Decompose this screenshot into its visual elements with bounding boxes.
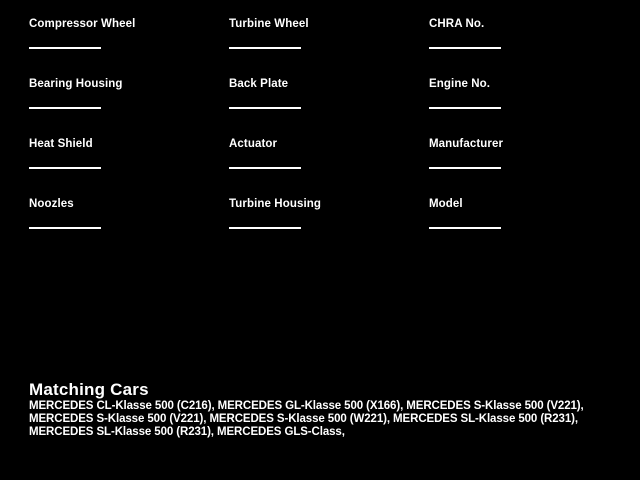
spec-field-turbine-housing[interactable]: Turbine Housing xyxy=(229,192,429,252)
spec-field-label: Heat Shield xyxy=(29,138,93,150)
spec-field-underline xyxy=(429,107,501,109)
spec-field-label: Engine No. xyxy=(429,78,491,90)
matching-cars-line: MERCEDES CL-Klasse 500 (C216), MERCEDES … xyxy=(29,400,584,412)
spec-field-underline xyxy=(29,47,101,49)
spec-field-manufacturer[interactable]: Manufacturer xyxy=(429,132,629,192)
spec-field-model[interactable]: Model xyxy=(429,192,629,252)
spec-field-engine-no[interactable]: Engine No. xyxy=(429,72,629,132)
spec-field-turbine-wheel[interactable]: Turbine Wheel xyxy=(229,12,429,72)
spec-field-back-plate[interactable]: Back Plate xyxy=(229,72,429,132)
spec-field-underline xyxy=(29,227,101,229)
spec-field-underline xyxy=(229,227,301,229)
spec-field-label: Bearing Housing xyxy=(29,78,123,90)
matching-cars-section: Matching Cars MERCEDES CL-Klasse 500 (C2… xyxy=(29,379,629,439)
spec-field-chra-no[interactable]: CHRA No. xyxy=(429,12,629,72)
spec-field-compressor-wheel[interactable]: Compressor Wheel xyxy=(29,12,229,72)
spec-field-underline xyxy=(29,107,101,109)
spec-field-underline xyxy=(229,107,301,109)
spec-field-actuator[interactable]: Actuator xyxy=(229,132,429,192)
spec-field-label: Turbine Wheel xyxy=(229,18,309,30)
matching-cars-line: MERCEDES SL-Klasse 500 (R231), MERCEDES … xyxy=(29,426,345,438)
spec-field-label: Noozles xyxy=(29,198,74,210)
spec-field-grid: Compressor Wheel Turbine Wheel CHRA No. … xyxy=(29,12,629,252)
spec-field-bearing-housing[interactable]: Bearing Housing xyxy=(29,72,229,132)
spec-field-underline xyxy=(429,47,501,49)
spec-field-label: Turbine Housing xyxy=(229,198,322,210)
spec-field-label: Actuator xyxy=(229,138,278,150)
spec-field-label: Compressor Wheel xyxy=(29,18,136,30)
spec-field-label: Model xyxy=(429,198,463,210)
spec-field-underline xyxy=(429,167,501,169)
spec-field-heat-shield[interactable]: Heat Shield xyxy=(29,132,229,192)
spec-field-underline xyxy=(229,47,301,49)
spec-field-label: CHRA No. xyxy=(429,18,485,30)
spec-field-label: Back Plate xyxy=(229,78,289,90)
spec-field-noozles[interactable]: Noozles xyxy=(29,192,229,252)
matching-cars-line: MERCEDES S-Klasse 500 (V221), MERCEDES S… xyxy=(29,413,578,425)
matching-cars-title: Matching Cars xyxy=(29,380,149,399)
spec-field-underline xyxy=(229,167,301,169)
spec-field-label: Manufacturer xyxy=(429,138,504,150)
spec-field-underline xyxy=(29,167,101,169)
spec-field-underline xyxy=(429,227,501,229)
